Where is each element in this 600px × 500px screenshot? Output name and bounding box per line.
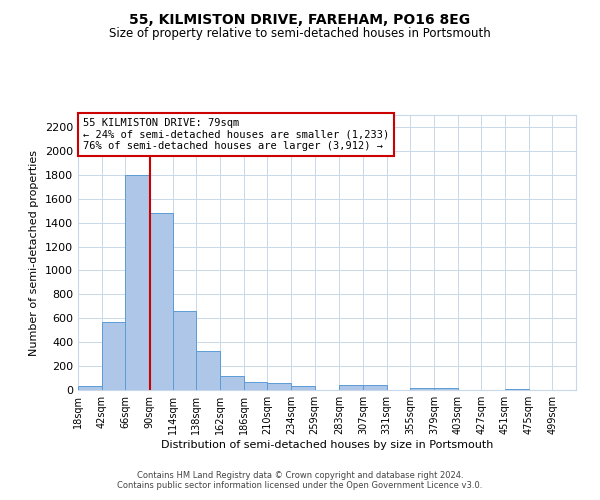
Bar bbox=[363, 384, 386, 390]
Bar bbox=[125, 175, 149, 390]
Y-axis label: Number of semi-detached properties: Number of semi-detached properties bbox=[29, 150, 40, 356]
Bar bbox=[505, 389, 529, 390]
X-axis label: Distribution of semi-detached houses by size in Portsmouth: Distribution of semi-detached houses by … bbox=[161, 440, 493, 450]
Text: Size of property relative to semi-detached houses in Portsmouth: Size of property relative to semi-detach… bbox=[109, 28, 491, 40]
Text: 55 KILMISTON DRIVE: 79sqm
← 24% of semi-detached houses are smaller (1,233)
76% : 55 KILMISTON DRIVE: 79sqm ← 24% of semi-… bbox=[83, 118, 389, 151]
Bar bbox=[244, 382, 268, 390]
Text: 55, KILMISTON DRIVE, FAREHAM, PO16 8EG: 55, KILMISTON DRIVE, FAREHAM, PO16 8EG bbox=[130, 12, 470, 26]
Bar bbox=[149, 213, 173, 390]
Bar bbox=[101, 322, 125, 390]
Bar bbox=[434, 388, 458, 390]
Bar bbox=[268, 383, 291, 390]
Bar bbox=[410, 388, 434, 390]
Bar bbox=[291, 386, 314, 390]
Bar bbox=[173, 311, 196, 390]
Text: Contains HM Land Registry data © Crown copyright and database right 2024.
Contai: Contains HM Land Registry data © Crown c… bbox=[118, 470, 482, 490]
Bar bbox=[340, 384, 363, 390]
Bar bbox=[78, 386, 101, 390]
Bar bbox=[196, 351, 220, 390]
Bar bbox=[220, 376, 244, 390]
